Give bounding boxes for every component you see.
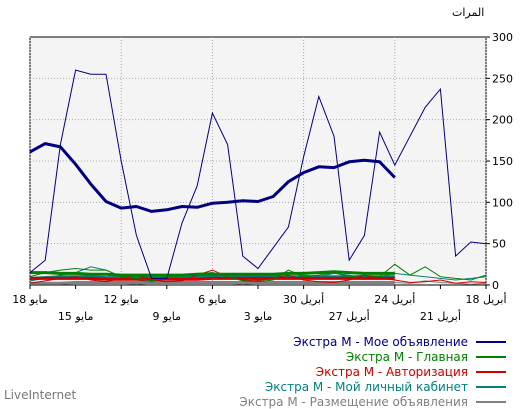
x-tick-label: 18 أبريل (465, 292, 506, 306)
series-line-average (30, 276, 395, 281)
series-line-average (30, 270, 395, 277)
series-line-daily (29, 69, 487, 279)
legend-item: Экстра М - Главная (346, 350, 506, 364)
y-axis-unit-label: المرات (452, 6, 485, 19)
legend-swatch (476, 386, 506, 388)
legend-item: Экстра М - Размещение объявления (239, 395, 506, 409)
legend-swatch (476, 371, 506, 373)
x-tick-label: 21 أبريل (420, 309, 461, 323)
axes: 0 50 100 150 200 250 300 18 مايو 12 مايو 6 مايو 30… (12, 31, 513, 323)
legend-swatch (476, 341, 506, 343)
x-tick-label: 6 مايو (198, 293, 227, 306)
x-tick-label: 3 مايو (244, 310, 273, 323)
series-line-daily (29, 269, 487, 284)
series-line-average (30, 281, 395, 285)
x-tick-label: 24 أبريل (374, 292, 415, 306)
watermark: LiveInternet (4, 388, 77, 402)
legend-item: Экстра М - Авторизация (316, 365, 506, 379)
legend-item: Экстра М - Мое объявление (293, 335, 506, 349)
legend-swatch (476, 356, 506, 358)
series-line-average (29, 275, 395, 280)
y-tick-label: 300 (492, 31, 513, 44)
y-tick-label: 50 (492, 238, 506, 251)
x-tick-label: 12 مايو (103, 293, 139, 306)
x-tick-label: 15 مايو (58, 310, 94, 323)
y-tick-label: 0 (492, 279, 499, 292)
x-tick-label: 27 أبريل (329, 309, 370, 323)
y-tick-label: 150 (492, 155, 513, 168)
legend-swatch (476, 401, 506, 403)
series-line-daily (29, 263, 487, 283)
legend-label: Экстра М - Мой личный кабинет (264, 380, 468, 394)
legend-label: Экстра М - Размещение объявления (239, 395, 468, 409)
series-lines (29, 69, 487, 285)
y-tick-label: 250 (492, 72, 513, 85)
x-tick-label: 9 مايو (153, 310, 182, 323)
legend-label: Экстра М - Главная (345, 350, 468, 364)
y-tick-label: 200 (492, 114, 513, 127)
x-tick-label: 18 مايو (12, 293, 48, 306)
legend-label: Экстра М - Мое объявление (293, 335, 468, 349)
legend-item: Экстра М - Мой личный кабинет (265, 380, 506, 394)
series-line-average (29, 142, 396, 213)
y-tick-label: 100 (492, 196, 513, 209)
x-tick-label: 30 أبريل (283, 292, 324, 306)
legend-label: Экстра М - Авторизация (315, 365, 468, 379)
